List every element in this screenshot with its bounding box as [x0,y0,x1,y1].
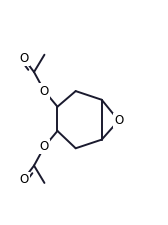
Text: O: O [40,140,49,153]
Text: O: O [40,85,49,98]
Text: O: O [19,52,28,65]
Text: O: O [19,173,28,186]
Text: O: O [114,114,123,127]
